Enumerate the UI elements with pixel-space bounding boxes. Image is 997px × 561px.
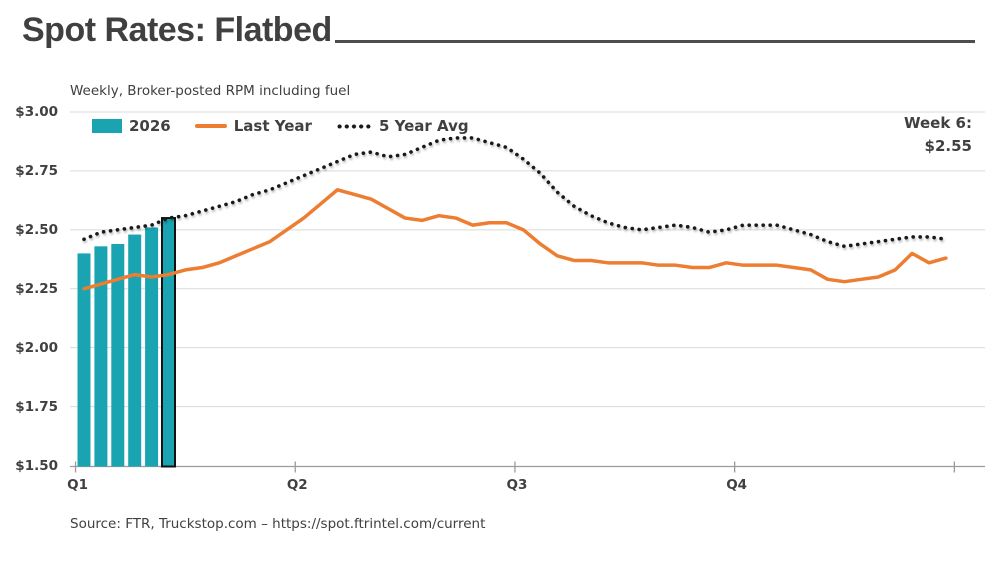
legend-item-last-year: Last Year: [194, 117, 312, 135]
legend-item-5-year-avg: 5 Year Avg: [335, 117, 469, 135]
x-axis-label: Q4: [726, 477, 748, 493]
legend-label-last-year: Last Year: [233, 117, 312, 135]
bar-2026: [111, 243, 125, 467]
y-axis-label: $3.00: [15, 104, 58, 120]
y-axis-label: $2.50: [15, 221, 58, 238]
dotted-line-swatch-icon: [335, 123, 372, 129]
x-axis-label: Q2: [286, 477, 308, 493]
y-axis-label: $1.50: [15, 457, 58, 474]
y-axis-label: $2.00: [15, 339, 58, 356]
legend-label-5-year-avg: 5 Year Avg: [378, 117, 469, 135]
bar-2026: [94, 246, 108, 467]
bar-2026: [145, 227, 159, 467]
y-axis-label: $2.25: [15, 280, 58, 297]
header: Spot Rates: Flatbed: [22, 11, 997, 49]
current-week-annotation: Week 6: $2.55: [904, 112, 972, 158]
chart-subtitle: Weekly, Broker-posted RPM including fuel: [70, 83, 351, 99]
legend-label-2026: 2026: [129, 117, 171, 135]
bar-2026-current-week: [161, 217, 176, 468]
page-title: Spot Rates: Flatbed: [22, 11, 332, 49]
x-axis-label: Q1: [67, 477, 88, 493]
bar-2026: [77, 253, 91, 467]
bar-2026: [128, 234, 142, 467]
teal-bar-swatch-icon: [92, 119, 122, 133]
title-underline-rule: [334, 40, 975, 44]
annotation-week-label: Week 6:: [904, 114, 972, 132]
five-year-avg-dotted-line: [82, 136, 948, 249]
y-axis-label: $2.75: [15, 162, 58, 179]
x-axis-label: Q3: [506, 477, 528, 493]
legend-item-2026: 2026: [92, 117, 171, 135]
annotation-week-value: $2.55: [924, 137, 972, 155]
last-year-line: [82, 188, 948, 291]
source-note: Source: FTR, Truckstop.com – https://spo…: [70, 516, 486, 532]
chart-legend: 2026 Last Year 5 Year Avg: [92, 117, 469, 135]
orange-line-swatch-icon: [194, 124, 227, 128]
y-axis-label: $1.75: [15, 398, 58, 415]
